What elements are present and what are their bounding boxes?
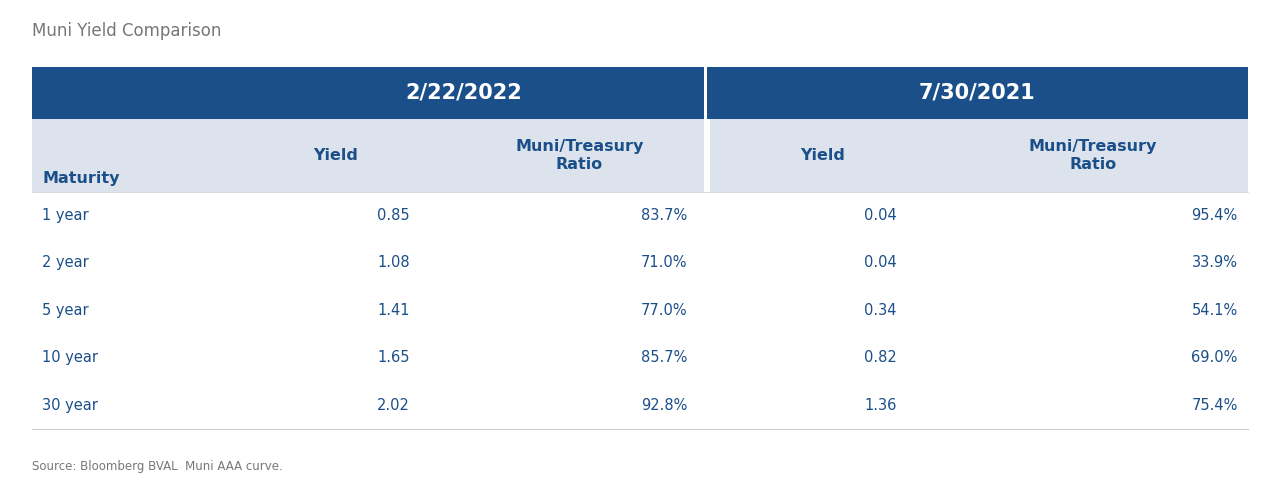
Text: Maturity: Maturity: [42, 171, 120, 186]
Text: 54.1%: 54.1%: [1192, 303, 1238, 318]
FancyBboxPatch shape: [452, 119, 707, 192]
Text: 0.34: 0.34: [864, 303, 896, 318]
Text: 10 year: 10 year: [42, 350, 99, 365]
Text: 30 year: 30 year: [42, 398, 99, 413]
Text: Muni Yield Comparison: Muni Yield Comparison: [32, 22, 221, 40]
Text: 1.65: 1.65: [378, 350, 410, 365]
Text: 77.0%: 77.0%: [641, 303, 687, 318]
FancyBboxPatch shape: [704, 67, 710, 119]
Text: 1.08: 1.08: [378, 255, 410, 270]
Text: 75.4%: 75.4%: [1192, 398, 1238, 413]
Text: 1 year: 1 year: [42, 208, 88, 223]
Text: 69.0%: 69.0%: [1192, 350, 1238, 365]
Text: Muni/Treasury
Ratio: Muni/Treasury Ratio: [1029, 139, 1157, 172]
FancyBboxPatch shape: [32, 286, 1248, 334]
Text: 1.36: 1.36: [864, 398, 896, 413]
FancyBboxPatch shape: [32, 119, 220, 192]
FancyBboxPatch shape: [32, 334, 1248, 382]
FancyBboxPatch shape: [707, 119, 938, 192]
Text: 0.04: 0.04: [864, 255, 896, 270]
FancyBboxPatch shape: [32, 239, 1248, 286]
Text: 85.7%: 85.7%: [641, 350, 687, 365]
FancyBboxPatch shape: [707, 67, 1248, 119]
Text: 2.02: 2.02: [378, 398, 410, 413]
Text: 95.4%: 95.4%: [1192, 208, 1238, 223]
FancyBboxPatch shape: [32, 192, 1248, 239]
Text: 33.9%: 33.9%: [1192, 255, 1238, 270]
Text: 92.8%: 92.8%: [641, 398, 687, 413]
Text: 2/22/2022: 2/22/2022: [406, 83, 522, 103]
Text: Yield: Yield: [314, 148, 358, 163]
Text: 0.85: 0.85: [378, 208, 410, 223]
FancyBboxPatch shape: [32, 67, 220, 119]
Text: 1.41: 1.41: [378, 303, 410, 318]
FancyBboxPatch shape: [32, 382, 1248, 429]
Text: Yield: Yield: [800, 148, 845, 163]
FancyBboxPatch shape: [704, 119, 710, 192]
Text: 83.7%: 83.7%: [641, 208, 687, 223]
Text: 0.82: 0.82: [864, 350, 896, 365]
FancyBboxPatch shape: [938, 119, 1248, 192]
Text: 0.04: 0.04: [864, 208, 896, 223]
Text: 7/30/2021: 7/30/2021: [919, 83, 1036, 103]
Text: 5 year: 5 year: [42, 303, 88, 318]
Text: Source: Bloomberg BVAL  Muni AAA curve.: Source: Bloomberg BVAL Muni AAA curve.: [32, 460, 283, 473]
FancyBboxPatch shape: [220, 119, 452, 192]
FancyBboxPatch shape: [220, 67, 707, 119]
Text: 71.0%: 71.0%: [641, 255, 687, 270]
Text: Muni/Treasury
Ratio: Muni/Treasury Ratio: [515, 139, 644, 172]
Text: 2 year: 2 year: [42, 255, 90, 270]
